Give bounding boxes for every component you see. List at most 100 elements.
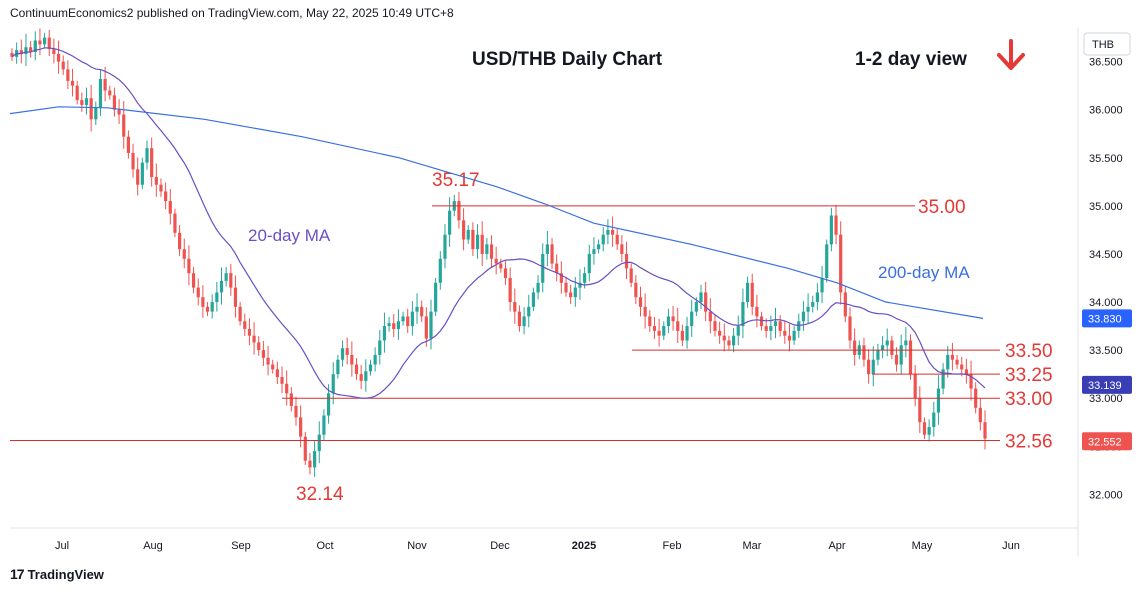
view-label: 1-2 day view — [855, 49, 967, 70]
candle-body — [466, 229, 470, 240]
y-tick-label: 34.000 — [1089, 297, 1123, 309]
candle-body — [438, 258, 442, 283]
candle-body — [75, 85, 79, 101]
candle-body — [936, 388, 941, 413]
candle-body — [396, 321, 401, 329]
candle-body — [899, 345, 903, 365]
candle-body — [713, 321, 717, 331]
high-label: 35.17 — [432, 170, 480, 191]
candle-body — [839, 234, 843, 293]
candle-body — [392, 323, 396, 329]
candle-body — [415, 306, 419, 312]
ma200-line — [9, 106, 984, 319]
candle-body — [201, 297, 205, 307]
y-tick-label: 36.500 — [1089, 57, 1123, 69]
candle-body — [471, 229, 475, 250]
candle-body — [564, 282, 568, 293]
candle-body — [555, 263, 559, 274]
candle-body — [289, 393, 293, 406]
candle-body — [285, 383, 289, 394]
candle-body — [210, 302, 214, 312]
candle-body — [732, 335, 736, 346]
candle-body — [680, 330, 684, 341]
axis-badge — [1082, 309, 1132, 328]
candle-body — [536, 282, 540, 293]
candle-body — [294, 405, 298, 418]
candle-body — [606, 229, 610, 235]
candle-body — [950, 354, 955, 360]
candle-body — [145, 148, 149, 163]
candle-body — [666, 316, 671, 327]
candle-body — [42, 37, 47, 45]
candle-body — [694, 302, 698, 312]
candle-body — [70, 80, 75, 86]
axis-badge-label: 32.552 — [1088, 436, 1122, 448]
candle-body — [191, 273, 196, 288]
candle-body — [932, 412, 936, 428]
support-resistance-levels: 35.00 33.50 33.25 33.00 32.56 35.17 32.14 — [10, 170, 1053, 505]
candle-body — [345, 348, 349, 355]
candle-body — [10, 53, 14, 57]
candle-body — [359, 374, 363, 381]
candle-body — [382, 326, 387, 341]
axis-badge-label: 33.830 — [1088, 313, 1122, 325]
chart-title: USD/THB Daily Chart — [472, 49, 663, 70]
candle-body — [815, 292, 820, 303]
candle-body — [941, 369, 945, 389]
symbol-badge — [1083, 32, 1131, 56]
candle-body — [177, 232, 182, 250]
candle-body — [117, 109, 121, 115]
down-arrow-icon-shape — [997, 39, 1025, 70]
candle-body — [443, 234, 447, 259]
candle-body — [829, 215, 833, 245]
low-label: 32.14 — [296, 484, 344, 505]
candle-body — [545, 244, 549, 254]
candle-body — [122, 114, 126, 137]
candle-body — [29, 47, 33, 53]
tradingview-footer[interactable]: 17 TradingView — [10, 566, 104, 582]
candle-body — [624, 253, 629, 269]
candle-body — [503, 268, 508, 278]
candle-body — [303, 436, 307, 461]
candle-body — [657, 330, 661, 336]
candle-body — [862, 345, 866, 360]
candle-body — [755, 306, 759, 317]
candle-body — [517, 311, 522, 327]
candle-body — [280, 377, 284, 384]
candle-body — [610, 229, 615, 235]
candle-body — [908, 340, 913, 375]
level-label: 33.25 — [1005, 365, 1053, 386]
candle-body — [434, 282, 438, 312]
candle-body — [313, 451, 317, 468]
candle-body — [708, 311, 712, 322]
candle-body — [969, 374, 973, 389]
candle-body — [955, 359, 959, 365]
candle-body — [84, 98, 89, 105]
candle-body — [736, 326, 740, 336]
candle-body — [629, 268, 633, 283]
candle-body — [308, 460, 312, 468]
candle-body — [648, 316, 652, 327]
candle-body — [336, 359, 340, 375]
level-label: 35.00 — [918, 197, 966, 218]
candle-body — [182, 249, 186, 259]
axis-badge — [1082, 432, 1132, 451]
y-tick-label: 35.000 — [1089, 201, 1123, 213]
candle-body — [378, 340, 382, 355]
candle-body — [871, 359, 875, 375]
candle-body — [410, 311, 414, 327]
candle-body — [638, 297, 643, 307]
x-tick-label: Nov — [407, 540, 427, 552]
candle-body — [150, 148, 154, 178]
x-tick-label: Oct — [316, 540, 333, 552]
candle-body — [918, 398, 922, 423]
ma20-line — [11, 47, 986, 399]
candle-body — [261, 350, 265, 358]
candle-body — [801, 311, 806, 322]
candle-body — [340, 348, 345, 360]
candle-body — [592, 249, 596, 254]
ma20-label: 20-day MA — [248, 226, 331, 245]
candle-body — [596, 244, 601, 250]
axis-badge-label: 33.139 — [1088, 380, 1122, 392]
